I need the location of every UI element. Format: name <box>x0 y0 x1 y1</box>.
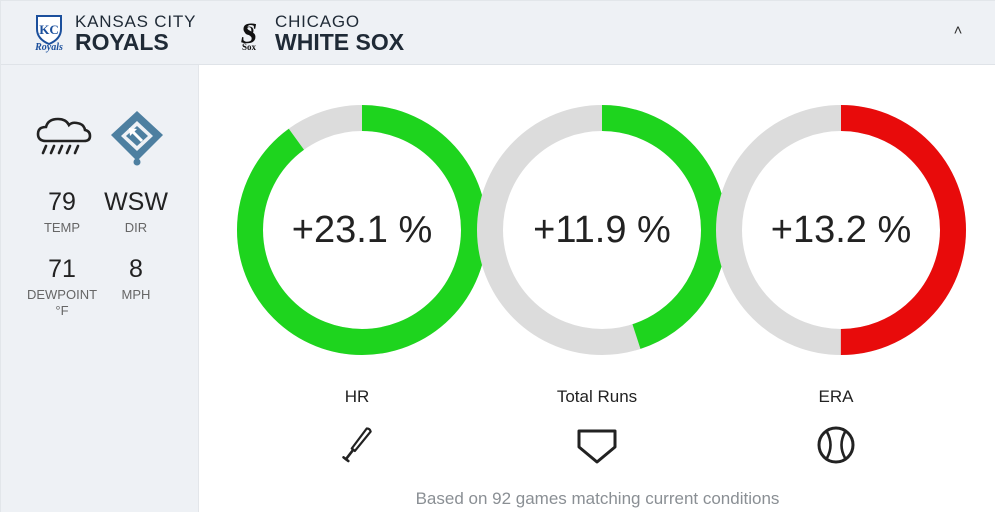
matchup-header[interactable]: KC Royals KANSAS CITY ROYALS S O Sox CHI… <box>1 1 995 65</box>
hr-gauge-fill <box>237 105 487 355</box>
rain-cloud-icon <box>36 117 92 155</box>
hr-label: HR <box>344 387 370 406</box>
wind-direction-field-icon <box>111 111 163 166</box>
era-value: +13.2 % <box>770 208 912 251</box>
svg-text:KC: KC <box>39 22 59 37</box>
home-team-name: ROYALS <box>75 28 169 55</box>
collapse-chevron-icon[interactable]: ˄ <box>953 22 963 39</box>
svg-text:Royals: Royals <box>34 42 63 53</box>
hr-gauge: +23.1 % <box>237 105 487 355</box>
conditions-panel: 79 TEMP WSW DIR 71 DEWPOINT °F 8 MPH <box>1 65 199 512</box>
home-team: KC Royals KANSAS CITY ROYALS <box>31 11 197 55</box>
metrics-panel: +23.1 % +11.9 % +13.2 % HR Total Runs ER… <box>199 65 995 512</box>
dewpoint-stat: 71 DEWPOINT °F <box>26 255 98 319</box>
white-sox-logo: S O Sox <box>231 13 267 53</box>
away-team-name: WHITE SOX <box>275 28 405 55</box>
total-runs-gauge-fill <box>477 105 727 355</box>
total-runs-label: Total Runs <box>556 387 638 406</box>
baseball-bat-icon <box>342 427 372 463</box>
sample-size-note: Based on 92 games matching current condi… <box>415 489 780 508</box>
era-gauge: +13.2 % <box>716 105 966 355</box>
away-team-city: CHICAGO <box>275 11 360 31</box>
wind-speed-stat: 8 MPH <box>121 255 151 303</box>
svg-text:Sox: Sox <box>242 42 257 52</box>
temperature-stat: 79 TEMP <box>43 188 81 236</box>
svg-text:O: O <box>244 23 254 38</box>
era-gauge-fill <box>716 105 966 355</box>
hr-value: +23.1 % <box>291 208 433 251</box>
away-team: S O Sox CHICAGO WHITE SOX <box>231 11 405 55</box>
baseball-icon <box>817 426 855 464</box>
total-runs-value: +11.9 % <box>533 208 671 251</box>
home-plate-icon <box>577 429 617 464</box>
svg-text:S: S <box>241 17 258 50</box>
wind-direction-stat: WSW DIR <box>104 188 168 236</box>
royals-logo: KC Royals <box>31 13 67 53</box>
era-label: ERA <box>818 387 854 406</box>
home-team-city: KANSAS CITY <box>75 11 197 31</box>
total-runs-gauge: +11.9 % <box>477 105 727 355</box>
